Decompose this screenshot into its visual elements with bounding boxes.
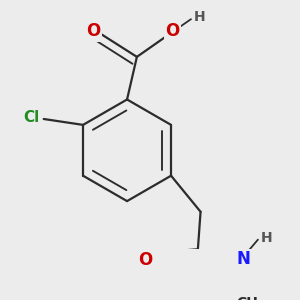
Text: H: H: [194, 10, 205, 23]
Text: O: O: [86, 22, 101, 40]
Text: Cl: Cl: [23, 110, 39, 125]
Text: H: H: [260, 231, 272, 245]
Text: O: O: [138, 251, 153, 269]
Text: O: O: [165, 22, 179, 40]
Text: CH₃: CH₃: [236, 296, 264, 300]
Text: N: N: [236, 250, 250, 268]
